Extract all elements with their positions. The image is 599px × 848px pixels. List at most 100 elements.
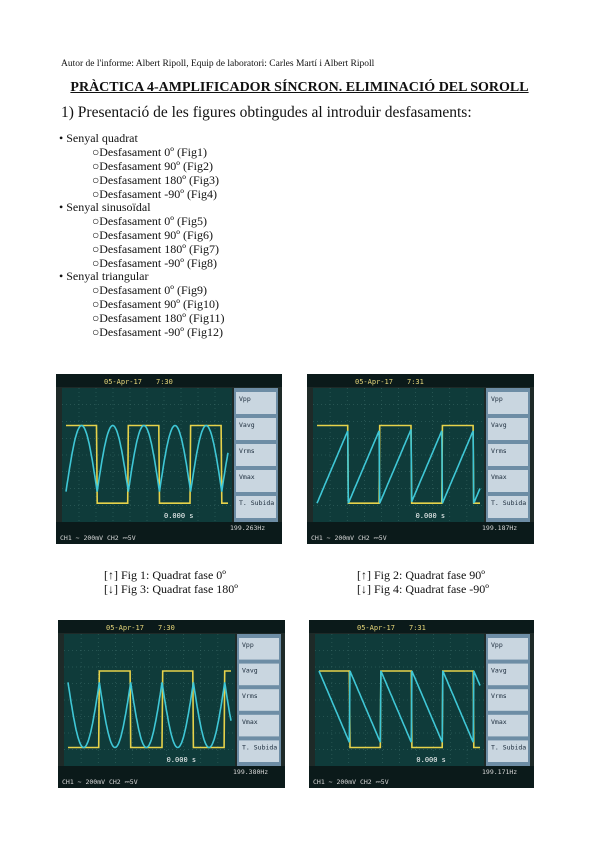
scope-menu-label: Vavg (242, 667, 258, 675)
list-group-label: • Senyal triangular (59, 269, 149, 283)
scope-trace-ch2 (68, 670, 231, 749)
scope-menu-item (236, 444, 276, 466)
scope-menu-item (488, 689, 528, 711)
page-title: PRÀCTICA 4-AMPLIFICADOR SÍNCRON. ELIMINA… (0, 80, 599, 96)
scope-grid (313, 388, 484, 522)
scope-channels: CH1 ∼ 200mV CH2 ⎓5V (60, 534, 136, 542)
scope-menu-item (236, 392, 276, 414)
scope-frequency: 199.171Hz (482, 768, 517, 776)
scope-svg: 05-Apr-17 7:31 Vpp Vavg Vrms Vmax T. Subida CH1… (307, 374, 534, 544)
scope-bottom-bar (56, 522, 282, 544)
scope-trace-ch2 (66, 424, 228, 504)
scope-menu-item (488, 740, 528, 762)
scope-date: 05-Apr-17 (357, 624, 395, 632)
scope-menu-label: Vrms (491, 692, 507, 700)
scope-date: 05-Apr-17 (106, 624, 144, 632)
list-item: ○Desfasament 180º (Fig7) (92, 242, 219, 256)
list-item: ○Desfasament 90º (Fig10) (92, 297, 219, 311)
scope-menu-label: Vmax (242, 718, 258, 726)
scope-menu-label: Vpp (239, 395, 251, 403)
caption-fig1: [↑] Fig 1: Quadrat fase 0º (104, 568, 227, 582)
scope-time: 7:31 (407, 378, 424, 386)
scope-trace-ch1 (316, 429, 481, 504)
scope-bottom-bar (58, 766, 285, 788)
scope-top-bar (56, 374, 282, 387)
scope-menu-label: Vrms (491, 447, 507, 455)
scope-menu-item (488, 663, 528, 686)
scope-svg: 05-Apr-17 7:30 Vpp Vavg Vrms Vmax T. Subida CH1… (58, 620, 285, 788)
scope-grid (62, 388, 232, 522)
scope-menu-label: T. Subida (239, 499, 274, 507)
scope-frequency: 199.380Hz (233, 768, 268, 776)
scope-trigger-time: 0.000 s (416, 756, 446, 764)
oscilloscope-photo-fig2: 05-Apr-17 7:31 Vpp Vavg Vrms Vmax T. Subida CH1… (307, 374, 534, 544)
scope-trace-ch1 (65, 424, 229, 492)
list-group-label: • Senyal sinusoïdal (59, 200, 151, 214)
list-item: ○Desfasament -90º (Fig12) (92, 325, 223, 339)
scope-date: 05-Apr-17 (355, 378, 393, 386)
scope-trigger-time: 0.000 s (167, 756, 197, 764)
scope-menu-label: Vrms (239, 447, 255, 455)
scope-menu-label: Vavg (239, 421, 255, 429)
page-title-text: PRÀCTICA 4-AMPLIFICADOR SÍNCRON. ELIMINA… (70, 80, 529, 95)
scope-grid (64, 634, 235, 766)
scope-menu-item (239, 689, 279, 711)
caption-fig4: [↓] Fig 4: Quadrat fase -90º (357, 582, 490, 596)
scope-channels: CH1 ∼ 200mV CH2 ⎓5V (311, 534, 387, 542)
list-item: ○Desfasament 0º (Fig5) (92, 214, 207, 228)
scope-menu-item (488, 714, 528, 737)
scope-menu-label: Vpp (242, 641, 254, 649)
scope-trace-ch1 (67, 682, 232, 749)
scope-time: 7:30 (158, 624, 175, 632)
scope-menu-label: Vmax (491, 473, 507, 481)
scope-channels: CH1 ∼ 200mV CH2 ⎓5V (62, 778, 138, 786)
scope-menu-item (488, 392, 528, 414)
scope-channels: CH1 ∼ 200mV CH2 ⎓5V (313, 778, 389, 786)
list-item: ○Desfasament 0º (Fig9) (92, 283, 207, 297)
scope-menu-label: T. Subida (491, 743, 526, 751)
oscilloscope-photo-fig1: 05-Apr-17 7:30 Vpp Vavg Vrms Vmax T. Subida CH1… (56, 374, 282, 544)
scope-menu-label: Vpp (491, 641, 503, 649)
scope-frequency: 199.263Hz (230, 524, 265, 532)
scope-menu-item (488, 638, 528, 660)
scope-menu-item (236, 418, 276, 440)
scope-top-bar (307, 374, 534, 387)
scope-menu-label: Vavg (491, 421, 507, 429)
oscilloscope-photo-fig4: 05-Apr-17 7:31 Vpp Vavg Vrms Vmax T. Subida CH1… (309, 620, 534, 788)
scope-menu-item (239, 740, 279, 762)
scope-time: 7:30 (156, 378, 173, 386)
scope-trace-ch1 (318, 670, 481, 743)
scope-menu-label: Vmax (491, 718, 507, 726)
list-item: ○Desfasament 180º (Fig11) (92, 311, 225, 325)
scope-menu-label: Vavg (491, 667, 507, 675)
scope-menu-label: T. Subida (242, 743, 277, 751)
scope-menu-item (236, 496, 276, 518)
scope-menu-label: T. Subida (491, 499, 526, 507)
scope-menu-item (488, 444, 528, 466)
scope-menu-item (488, 496, 528, 518)
list-item: ○Desfasament -90º (Fig8) (92, 256, 217, 270)
scope-menu-item (239, 638, 279, 660)
caption-fig3: [↓] Fig 3: Quadrat fase 180º (104, 582, 239, 596)
scope-menu-item (488, 418, 528, 440)
scope-time: 7:31 (409, 624, 426, 632)
caption-fig2: [↑] Fig 2: Quadrat fase 90º (357, 568, 486, 582)
scope-menu-item (236, 470, 276, 492)
scope-trigger-time: 0.000 s (164, 512, 194, 520)
oscilloscope-photo-fig3: 05-Apr-17 7:30 Vpp Vavg Vrms Vmax T. Subida CH1… (58, 620, 285, 788)
scope-menu-label: Vpp (491, 395, 503, 403)
scope-svg: 05-Apr-17 7:31 Vpp Vavg Vrms Vmax T. Subida CH1… (309, 620, 534, 788)
list-item: ○Desfasament 0º (Fig1) (92, 145, 207, 159)
scope-trace-ch2 (317, 424, 480, 504)
author-line: Autor de l'informe: Albert Ripoll, Equip… (61, 59, 375, 69)
scope-menu-item (239, 663, 279, 686)
scope-frequency: 199.187Hz (482, 524, 517, 532)
list-item: ○Desfasament -90º (Fig4) (92, 187, 217, 201)
scope-menu-item (488, 470, 528, 492)
scope-top-bar (58, 620, 285, 633)
scope-trace-ch2 (319, 670, 480, 749)
section-heading: 1) Presentació de les figures obtingudes… (61, 104, 472, 121)
list-item: ○Desfasament 90º (Fig2) (92, 159, 213, 173)
scope-trigger-time: 0.000 s (416, 512, 446, 520)
list-group-label: • Senyal quadrat (59, 131, 138, 145)
